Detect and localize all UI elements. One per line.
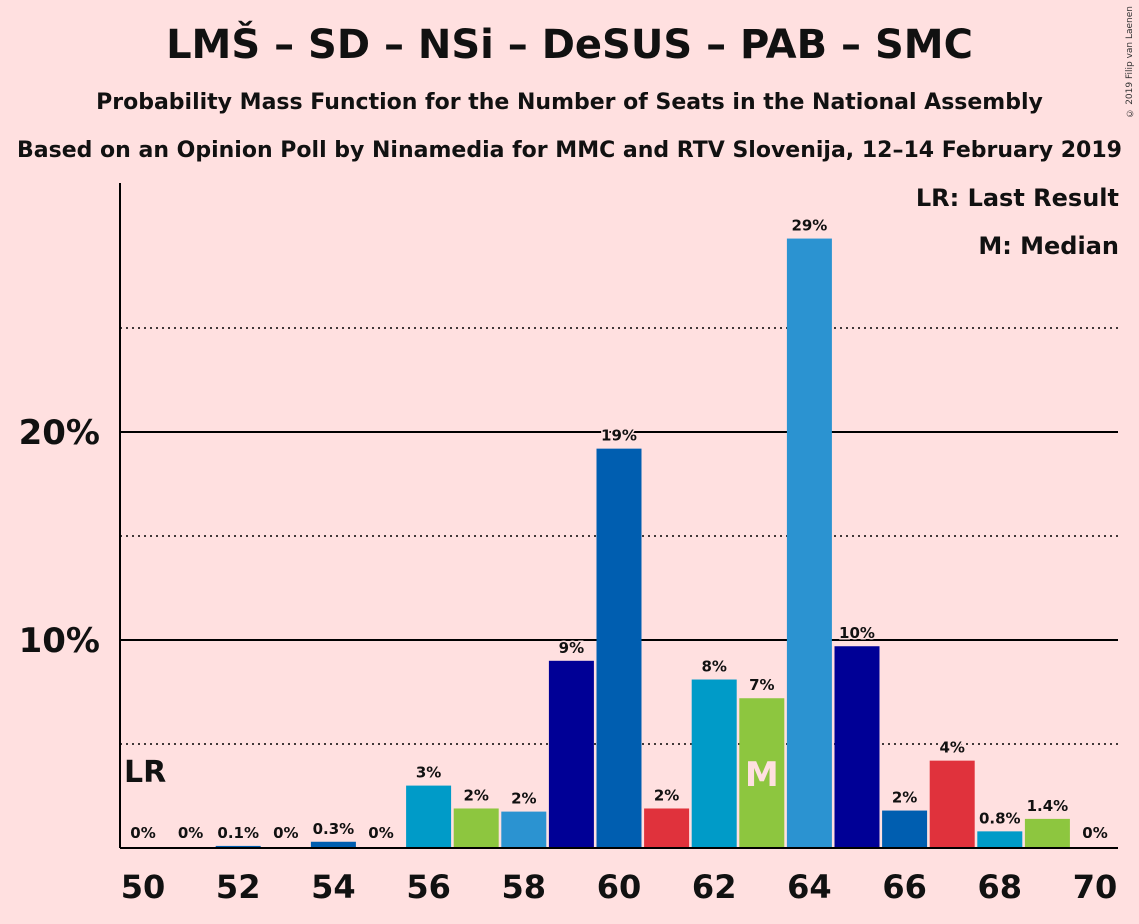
x-tick-label: 56 [406, 868, 451, 906]
bar-66 [882, 810, 928, 848]
bar-68 [977, 831, 1023, 848]
legend-median: M: Median [978, 232, 1119, 260]
y-tick-label: 20% [19, 413, 100, 453]
x-tick-label: 62 [692, 868, 737, 906]
bar-62 [691, 679, 737, 848]
data-label-59: 9% [559, 639, 584, 657]
x-tick-label: 52 [216, 868, 261, 906]
data-label-56: 3% [416, 764, 441, 782]
data-label-57: 2% [463, 786, 488, 804]
data-label-62: 8% [701, 658, 726, 676]
bar-64 [786, 238, 832, 848]
median-marker: M [745, 755, 779, 795]
data-label-63: 7% [749, 676, 774, 694]
chart-title: LMŠ – SD – NSi – DeSUS – PAB – SMC [166, 22, 973, 68]
data-label-50: 0% [130, 824, 155, 842]
data-label-66: 2% [892, 789, 917, 807]
x-tick-label: 60 [597, 868, 642, 906]
bar-59 [548, 660, 594, 848]
x-tick-label: 68 [978, 868, 1023, 906]
x-tick-label: 70 [1073, 868, 1118, 906]
data-label-67: 4% [939, 739, 964, 757]
chart-subtitle: Probability Mass Function for the Number… [96, 90, 1043, 115]
bar-52 [215, 845, 261, 848]
data-label-60: 19% [601, 427, 637, 445]
bar-69 [1024, 818, 1070, 848]
bar-54 [310, 841, 356, 848]
x-tick-label: 64 [787, 868, 832, 906]
legend-last-result: LR: Last Result [915, 184, 1119, 212]
data-label-61: 2% [654, 786, 679, 804]
x-tick-label: 54 [311, 868, 356, 906]
bar-58 [501, 811, 547, 848]
y-tick-label: 10% [19, 621, 100, 661]
data-label-64: 29% [791, 217, 827, 235]
bar-60 [596, 448, 642, 848]
bar-57 [453, 808, 499, 848]
data-label-53: 0% [273, 824, 298, 842]
x-tick-label: 66 [882, 868, 927, 906]
bar-63 [739, 698, 785, 848]
bar-61 [644, 808, 690, 848]
last-result-marker: LR [124, 755, 166, 790]
data-label-70: 0% [1082, 824, 1107, 842]
bar-65 [834, 646, 880, 848]
x-tick-label: 50 [121, 868, 166, 906]
x-tick-label: 58 [502, 868, 547, 906]
data-label-69: 1.4% [1027, 797, 1069, 815]
data-label-65: 10% [839, 624, 875, 642]
data-label-51: 0% [178, 824, 203, 842]
data-label-52: 0.1% [217, 824, 259, 842]
data-label-54: 0.3% [313, 820, 355, 838]
chart-source-line: Based on an Opinion Poll by Ninamedia fo… [17, 138, 1122, 163]
bar-67 [929, 760, 975, 848]
data-label-68: 0.8% [979, 809, 1021, 827]
data-label-58: 2% [511, 790, 536, 808]
data-label-55: 0% [368, 824, 393, 842]
bar-56 [406, 785, 452, 848]
